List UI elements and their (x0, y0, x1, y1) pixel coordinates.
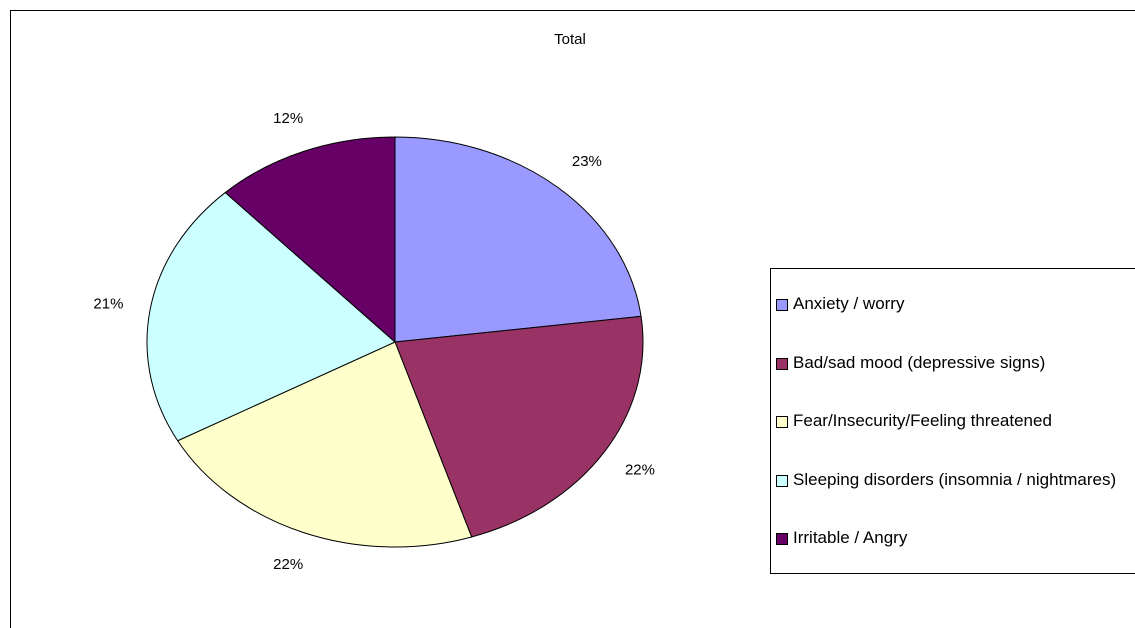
legend-swatch (776, 299, 788, 311)
data-label: 21% (93, 295, 123, 312)
legend: Anxiety / worry Bad/sad mood (depressive … (770, 268, 1135, 574)
legend-swatch (776, 357, 788, 370)
legend-entry: Irritable / Angry (776, 527, 1135, 549)
chart-frame (10, 10, 1135, 628)
legend-entry: Bad/sad mood (depressive signs) (776, 352, 1135, 374)
legend-label: Fear/Insecurity/Feeling threatened (793, 411, 1052, 430)
data-label: 22% (625, 461, 655, 478)
chart-title: Total (554, 31, 586, 48)
legend-label: Sleeping disorders (insomnia / nightmare… (793, 469, 1117, 489)
pie-slice (224, 136, 396, 344)
legend-label: Anxiety / worry (793, 294, 905, 313)
legend-swatch (776, 474, 788, 487)
legend-entry: Sleeping disorders (insomnia / nightmare… (776, 469, 1135, 491)
pie-slice (146, 191, 396, 442)
pie-slice (394, 315, 644, 538)
data-label: 12% (273, 110, 303, 127)
data-label: 22% (273, 556, 303, 573)
legend-entry: Anxiety / worry (776, 293, 1135, 315)
legend-entry: Fear/Insecurity/Feeling threatened (776, 410, 1135, 432)
legend-label: Bad/sad mood (depressive signs) (793, 352, 1046, 372)
data-label: 23% (572, 153, 602, 170)
legend-swatch (776, 416, 788, 428)
pie-slice (176, 341, 473, 548)
legend-swatch (776, 533, 788, 545)
pie-slice (394, 136, 642, 343)
legend-label: Irritable / Angry (793, 528, 908, 547)
